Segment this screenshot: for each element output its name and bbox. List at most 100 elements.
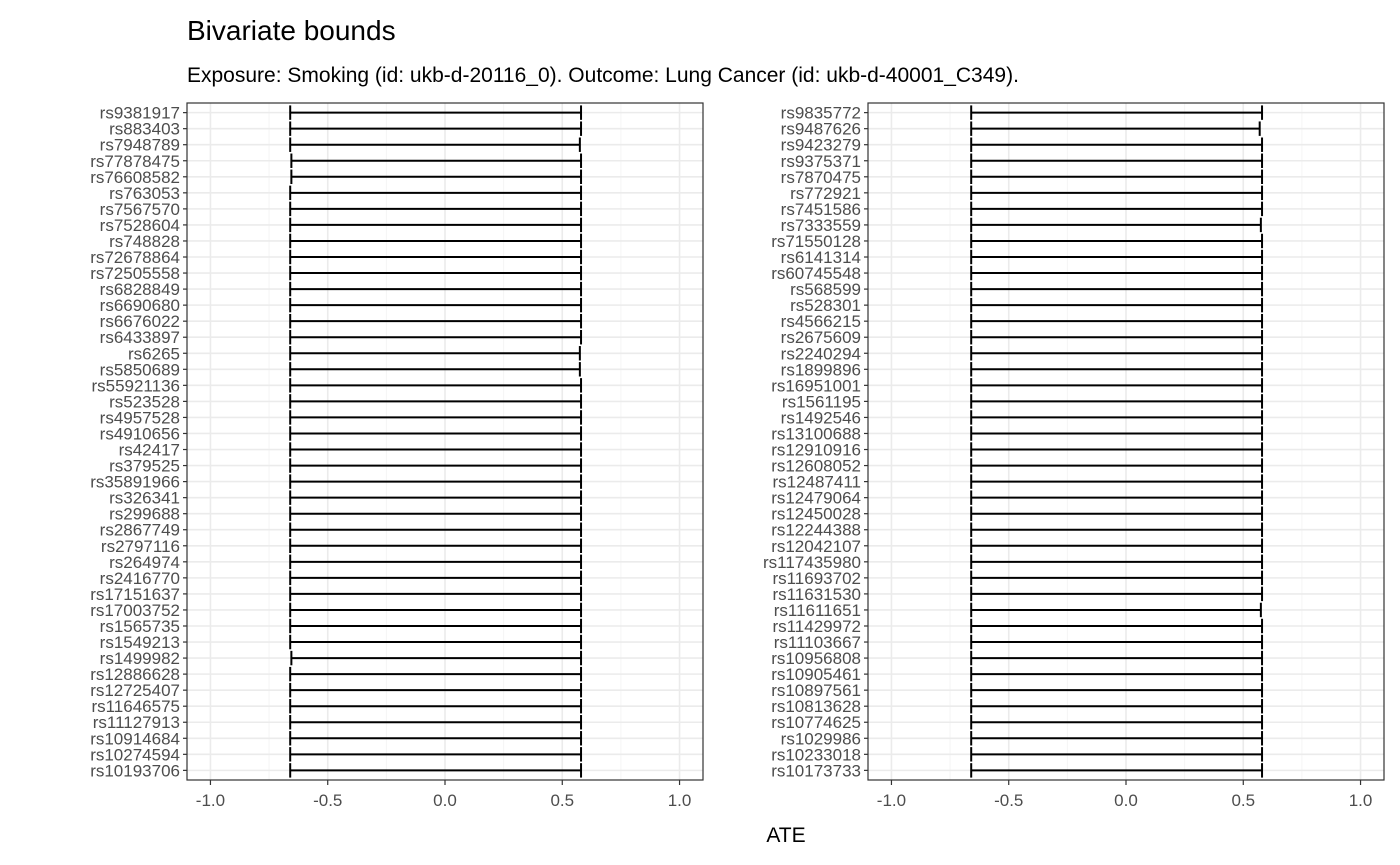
errorbar-rs10956808	[970, 650, 1264, 666]
errorbar-rs528301	[970, 297, 1264, 313]
y-tick-label: rs1565735	[100, 617, 180, 636]
y-tick-label: rs883403	[109, 120, 180, 139]
errorbar-rs1899896	[970, 362, 1264, 377]
y-tick-label: rs7567570	[100, 200, 180, 219]
errorbar-rs9381917	[289, 105, 583, 120]
y-tick-label: rs17003752	[90, 601, 180, 620]
y-tick-label: rs6141314	[781, 248, 861, 267]
errorbar-rs12487411	[970, 474, 1264, 489]
y-tick-label: rs1899896	[781, 360, 861, 379]
y-tick-label: rs6828849	[100, 280, 180, 299]
errorbar-rs11693702	[970, 570, 1264, 586]
errorbar-rs1492546	[970, 410, 1264, 425]
errorbar-rs17151637	[289, 586, 583, 602]
y-tick-label: rs528301	[790, 296, 861, 315]
y-tick-label: rs9423279	[781, 136, 861, 155]
left-panel: rs9381917rs883403rs7948789rs77878475rs76…	[90, 102, 704, 810]
y-tick-label: rs72678864	[90, 248, 180, 267]
errorbar-rs9423279	[970, 137, 1264, 152]
y-tick-label: rs264974	[109, 553, 180, 572]
errorbar-rs10274594	[289, 747, 583, 762]
y-tick-label: rs42417	[119, 441, 180, 460]
y-tick-label: rs10774625	[771, 713, 861, 732]
errorbar-rs11646575	[289, 698, 583, 714]
y-tick-label: rs16951001	[771, 376, 861, 395]
x-tick-label: -1.0	[877, 791, 906, 810]
errorbar-rs7528604	[289, 217, 583, 233]
y-tick-label: rs2240294	[781, 344, 861, 363]
errorbar-rs2675609	[970, 330, 1264, 345]
y-tick-label: rs12608052	[771, 457, 861, 476]
y-tick-label: rs568599	[790, 280, 861, 299]
errorbar-rs6141314	[970, 249, 1264, 265]
errorbar-rs379525	[289, 458, 583, 473]
y-tick-label: rs13100688	[771, 424, 861, 443]
y-tick-label: rs11646575	[91, 697, 180, 716]
y-tick-label: rs71550128	[771, 232, 861, 251]
errorbar-rs2416770	[289, 570, 583, 586]
y-tick-label: rs9381917	[100, 104, 180, 123]
y-tick-label: rs12450028	[771, 505, 861, 524]
y-tick-label: rs35891966	[90, 473, 180, 492]
errorbar-rs2240294	[970, 346, 1264, 361]
errorbar-rs763053	[289, 185, 583, 201]
y-tick-label: rs10813628	[771, 697, 861, 716]
errorbar-rs12042107	[970, 538, 1264, 553]
y-tick-label: rs10914684	[90, 729, 180, 748]
y-tick-label: rs11103667	[774, 633, 861, 652]
y-tick-label: rs6433897	[100, 328, 180, 347]
y-tick-label: rs1492546	[781, 408, 861, 427]
errorbar-rs2797116	[289, 538, 583, 553]
errorbar-rs60745548	[970, 265, 1264, 281]
errorbar-rs12886628	[289, 666, 583, 682]
y-tick-label: rs2867749	[100, 521, 180, 540]
x-tick-label: -0.5	[994, 791, 1023, 810]
y-tick-label: rs1549213	[100, 633, 180, 652]
y-tick-label: rs11693702	[772, 569, 861, 588]
errorbar-rs6690680	[289, 297, 583, 313]
errorbar-rs326341	[289, 490, 583, 505]
y-tick-label: rs2797116	[101, 537, 180, 556]
errorbar-rs7451586	[970, 201, 1264, 217]
y-tick-label: rs12886628	[90, 665, 180, 684]
y-tick-label: rs4910656	[100, 424, 180, 443]
y-tick-label: rs299688	[109, 505, 180, 524]
errorbar-rs10914684	[289, 731, 583, 746]
y-tick-label: rs7870475	[781, 168, 861, 187]
errorbar-rs55921136	[289, 378, 583, 393]
y-tick-label: rs11631530	[772, 585, 861, 604]
x-tick-label: 1.0	[668, 791, 692, 810]
errorbar-rs11631530	[970, 586, 1264, 602]
y-tick-label: rs72505558	[90, 264, 180, 283]
errorbar-rs12725407	[289, 682, 583, 698]
errorbar-rs10897561	[970, 682, 1264, 698]
errorbar-rs6433897	[289, 330, 583, 345]
y-tick-label: rs523528	[109, 392, 180, 411]
errorbar-rs11429972	[970, 618, 1264, 634]
errorbar-rs72505558	[289, 265, 583, 281]
y-tick-label: rs748828	[109, 232, 180, 251]
y-tick-label: rs9487626	[781, 120, 861, 139]
y-tick-label: rs326341	[109, 489, 180, 508]
y-tick-label: rs6265	[128, 344, 180, 363]
errorbar-rs523528	[289, 394, 583, 409]
errorbar-rs9487626	[970, 121, 1261, 136]
chart-subtitle: Exposure: Smoking (id: ukb-d-20116_0). O…	[187, 64, 1019, 87]
y-tick-label: rs10905461	[771, 665, 861, 684]
y-tick-label: rs12244388	[771, 521, 861, 540]
errorbar-rs2867749	[289, 522, 583, 537]
errorbar-rs1499982	[290, 650, 583, 666]
errorbar-rs12450028	[970, 506, 1264, 521]
right-panel: rs9835772rs9487626rs9423279rs9375371rs78…	[763, 102, 1385, 810]
x-tick-label: -1.0	[196, 791, 225, 810]
y-tick-label: rs5850689	[100, 360, 180, 379]
errorbar-rs11103667	[970, 634, 1264, 650]
errorbar-rs6265	[289, 346, 581, 361]
y-tick-label: rs7948789	[100, 136, 180, 155]
errorbar-rs568599	[970, 281, 1264, 297]
errorbar-rs7567570	[289, 201, 583, 217]
errorbar-rs1029986	[970, 731, 1264, 746]
y-tick-label: rs1029986	[781, 729, 861, 748]
y-tick-label: rs4957528	[100, 408, 180, 427]
